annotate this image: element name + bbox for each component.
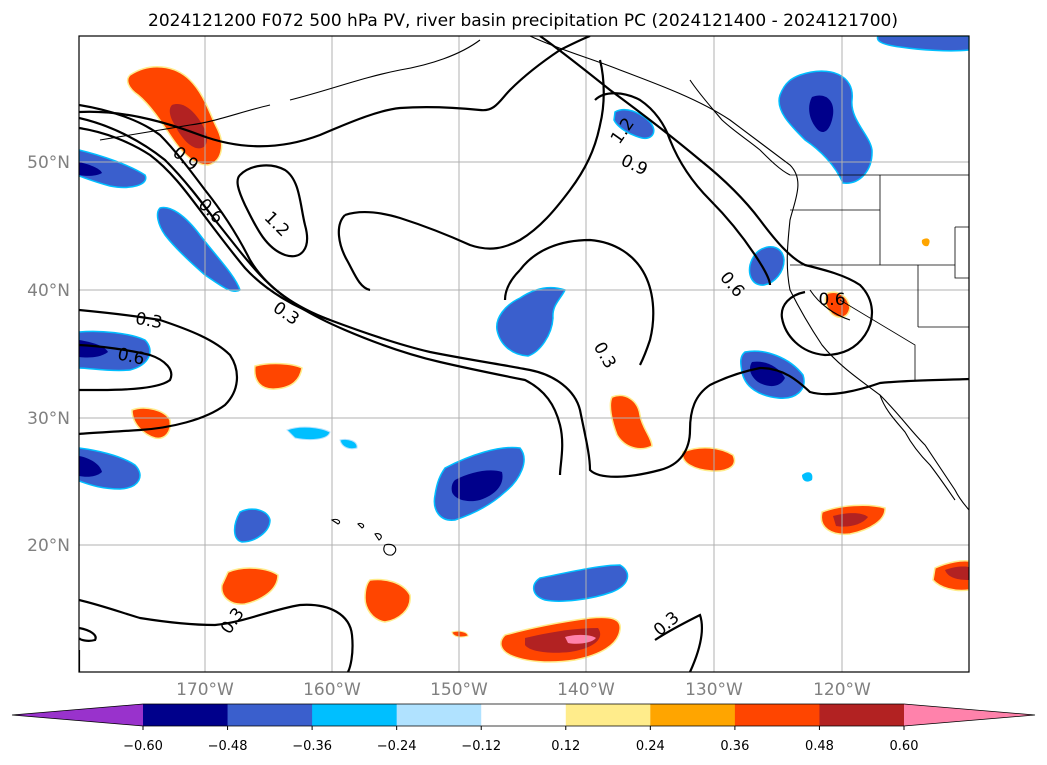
se-alaska: [689, 79, 791, 176]
colorbar-tick-label: −0.24: [377, 739, 417, 754]
baja: [879, 394, 956, 501]
contour-8: [344, 59, 605, 250]
lat-label: 20°N: [27, 536, 70, 556]
pos-blob-30n-west: [131, 407, 172, 440]
colorbar-segment: [143, 704, 229, 726]
lon-label: 160°W: [303, 680, 361, 700]
contour-6: [236, 164, 309, 258]
lon-label: 130°W: [685, 680, 743, 700]
borders: [790, 174, 969, 380]
colorbar-tick-label: 0.60: [890, 739, 919, 754]
colorbar-segment: [650, 704, 736, 726]
pos-blob-17n: [364, 578, 411, 623]
neg-blob-small-22n: [233, 508, 271, 543]
colorbar-tick-label: −0.60: [123, 739, 163, 754]
lon-label: 120°W: [813, 680, 871, 700]
light-blob-2: [339, 438, 358, 450]
contour-4: [79, 308, 238, 436]
coastlines: [99, 36, 969, 556]
latitude-labels: 50°N 40°N 30°N 20°N: [27, 153, 70, 556]
positive-precip-regions: [126, 66, 969, 663]
colorbar-segment: [481, 704, 567, 726]
colorbar-tick-label: 0.36: [720, 739, 749, 754]
neg-blob-center-40n: [496, 286, 567, 357]
contour-1: [79, 103, 969, 478]
contour-2: [79, 116, 564, 476]
pos-blob-south-extreme: [565, 634, 596, 644]
colorbar-segment: [396, 704, 482, 726]
colorbar-segment: [227, 704, 313, 726]
colorbar-tick-label: −0.12: [461, 739, 501, 754]
colorbar: [11, 703, 1036, 727]
contour-label: 0.6: [818, 290, 845, 310]
pos-blob-far-east-core: [945, 566, 969, 580]
colorbar-tick-labels: −0.60 −0.48 −0.36 −0.24 −0.12 0.12 0.24 0.36 0.4…: [123, 726, 918, 754]
colorbar-tick-label: −0.48: [208, 739, 248, 754]
colorbar-tick-label: 0.24: [636, 739, 665, 754]
lon-label: 170°W: [176, 680, 234, 700]
contour-11: [539, 36, 873, 357]
contour-7: [79, 36, 591, 148]
light-blob-3: [802, 472, 813, 482]
contour-13: [503, 269, 521, 301]
lat-label: 50°N: [27, 153, 70, 173]
contour-3: [79, 126, 331, 322]
neg-blob-ne-core: [809, 95, 834, 133]
longitude-labels: 170°W 160°W 150°W 140°W 130°W 120°W: [176, 680, 871, 700]
pos-small-2: [921, 238, 930, 247]
pos-blob-27n: [681, 447, 736, 472]
contour-5: [79, 343, 173, 392]
pos-blob-34n: [254, 362, 303, 390]
lon-label: 150°W: [430, 680, 488, 700]
calif-bay: [809, 289, 851, 321]
lat-label: 30°N: [27, 409, 70, 429]
pv-contours: [79, 36, 969, 672]
colorbar-tick-label: 0.12: [551, 739, 580, 754]
pos-blob-nw-core: [169, 104, 207, 149]
neg-blob-south: [533, 564, 629, 602]
state-borders: [790, 175, 969, 380]
colorbar-extend-high: [904, 704, 1035, 726]
light-blob-1: [286, 426, 331, 441]
negative-precip-regions: [79, 36, 969, 602]
colorbar-tick-label: 0.48: [805, 739, 834, 754]
contour-15: [79, 626, 97, 642]
map-frame: [78, 35, 970, 673]
pos-blob-18n-west: [221, 567, 279, 605]
map-title: 2024121200 F072 500 hPa PV, river basin …: [148, 11, 898, 31]
pos-blob-31n-center: [609, 394, 653, 450]
neg-blob-central-25n-core: [451, 470, 503, 502]
colorbar-extend-low: [12, 704, 143, 726]
map-gridlines: [79, 36, 969, 672]
pos-blob-south-big-core: [525, 628, 601, 653]
neg-blob-west-35n: [79, 330, 151, 372]
neg-blob-west-50n: [79, 149, 147, 189]
colorbar-segment: [565, 704, 651, 726]
colorbar-segment: [734, 704, 820, 726]
lon-label: 140°W: [557, 680, 615, 700]
colorbar-segment: [819, 704, 905, 726]
lat-label: 40°N: [27, 281, 70, 301]
contour-9: [337, 214, 371, 292]
hawaii-islands: [330, 518, 397, 556]
contour-label: 0.3: [134, 309, 164, 333]
neg-blob-top-right: [876, 36, 969, 52]
neg-blob-alaska-small: [613, 108, 655, 140]
colorbar-segment: [312, 704, 398, 726]
alaska-coast: [289, 36, 969, 511]
neg-blob-west-27n-core: [79, 456, 102, 477]
neg-blob-west-27n: [79, 447, 141, 490]
contour-10: [594, 92, 772, 286]
neg-blob-west-50n-core: [79, 162, 102, 176]
neg-blob-coast-42n: [748, 246, 785, 286]
contour-12: [519, 238, 655, 366]
neg-blob-diagonal: [156, 206, 241, 292]
colorbar-tick-label: −0.36: [292, 739, 332, 754]
contour-16: [654, 613, 704, 672]
contour-14: [79, 598, 354, 672]
